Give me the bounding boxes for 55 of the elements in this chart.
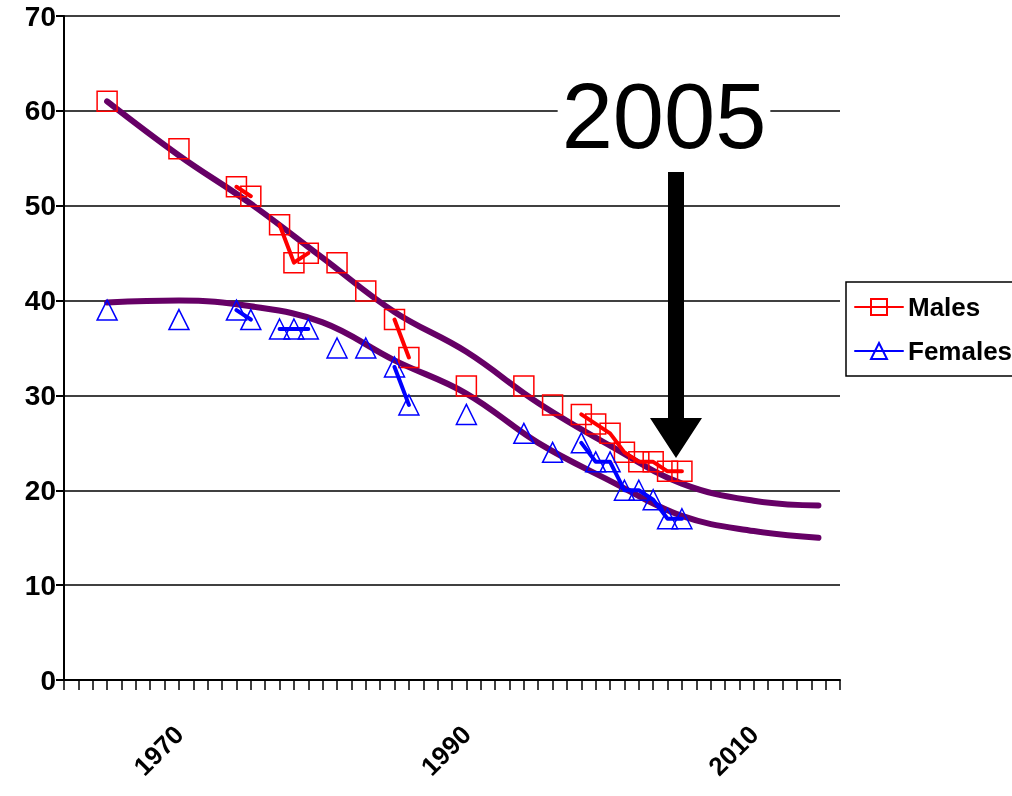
y-tick-label: 40 (24, 285, 56, 317)
point (297, 242, 320, 264)
point (613, 441, 636, 464)
point (541, 441, 564, 464)
point (326, 251, 348, 274)
point (671, 460, 693, 483)
y-tick-label: 20 (24, 474, 56, 506)
point (96, 299, 118, 321)
y-tick-label: 70 (24, 0, 56, 32)
y-tick-label: 60 (24, 95, 56, 127)
point (671, 507, 693, 530)
point (642, 489, 664, 511)
point (268, 213, 291, 236)
point (383, 356, 406, 378)
point (326, 337, 348, 359)
point (513, 375, 535, 397)
point (168, 308, 190, 331)
y-tick-label: 30 (24, 379, 56, 411)
point (455, 403, 478, 426)
point (656, 460, 679, 483)
point (628, 451, 650, 473)
point (225, 299, 248, 321)
point (355, 280, 377, 302)
point (513, 422, 535, 445)
point (642, 451, 664, 473)
point (455, 375, 478, 397)
point (628, 479, 650, 502)
point (96, 90, 118, 113)
legend-label: Females (908, 336, 1012, 366)
point (570, 432, 593, 454)
point (398, 394, 420, 416)
point (584, 413, 607, 435)
point (541, 394, 564, 416)
y-tick-label: 0 (40, 664, 56, 696)
point (297, 318, 320, 340)
point (570, 403, 593, 426)
point (599, 422, 621, 445)
point (599, 451, 621, 473)
point (283, 318, 305, 340)
point (656, 507, 679, 530)
point (225, 175, 248, 198)
point (268, 318, 291, 340)
point (240, 185, 262, 207)
annotation: 2005 (561, 65, 767, 167)
point (168, 138, 190, 160)
point (613, 479, 636, 502)
y-tick-label: 10 (24, 569, 56, 601)
point (584, 451, 607, 473)
point (355, 337, 377, 359)
point (283, 251, 305, 274)
point (383, 308, 406, 331)
point (240, 308, 262, 331)
legend-label: Males (908, 292, 981, 322)
point (398, 346, 420, 369)
y-tick-label: 50 (24, 190, 56, 222)
